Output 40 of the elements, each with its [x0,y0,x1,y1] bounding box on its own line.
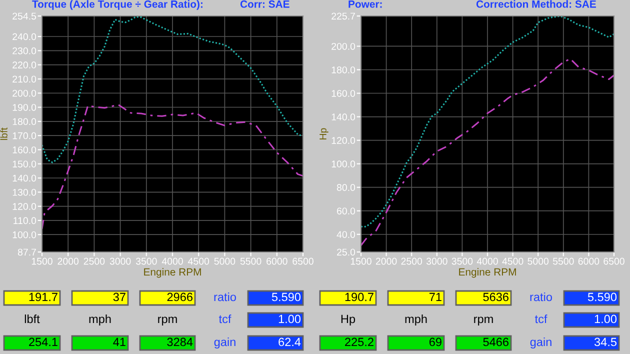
text: 34.5 [594,338,617,346]
text: Hp [341,314,356,326]
text: 190.7 [345,292,374,302]
line-series [42,104,303,230]
text: rpm [474,316,493,326]
text: rpm [158,316,177,326]
chart-title: Power: [348,0,382,8]
text: 1.00 [278,314,301,324]
y-axis-title: lbft [0,128,8,140]
text: tcf [218,314,232,324]
text: gain [214,337,236,349]
x-axis-title: Engine RPM [144,268,201,278]
text: gain [530,337,552,349]
text: 191.7 [29,292,58,302]
text: 2966 [167,292,192,302]
chart-subtitle: Correction Method: SAE [476,0,596,8]
text: mph [405,314,427,326]
text: mph [89,314,111,326]
text: 5466 [483,338,508,346]
text: 37 [113,292,126,302]
text: 3284 [167,338,193,346]
text: lbft [24,314,40,324]
text: 1.00 [594,314,617,324]
text: 254.1 [29,338,58,346]
chart-subtitle: Corr: SAE [240,0,290,8]
chart-title: Torque (Axle Torque ÷ Gear Ratio): [32,0,202,10]
text: 41 [113,338,126,346]
x-axis-title: Engine RPM [459,268,516,278]
text: 69 [429,338,442,346]
text: 71 [429,292,442,302]
text: 225.2 [345,338,374,346]
text: ratio [530,292,552,302]
y-axis-title: Hp [320,128,328,140]
text: tcf [534,314,548,324]
line-series [361,58,614,246]
text: 5636 [483,292,508,302]
text: 5.590 [272,292,301,302]
text: 62.4 [278,338,301,346]
text: ratio [214,292,236,302]
text: 5.590 [588,292,617,302]
